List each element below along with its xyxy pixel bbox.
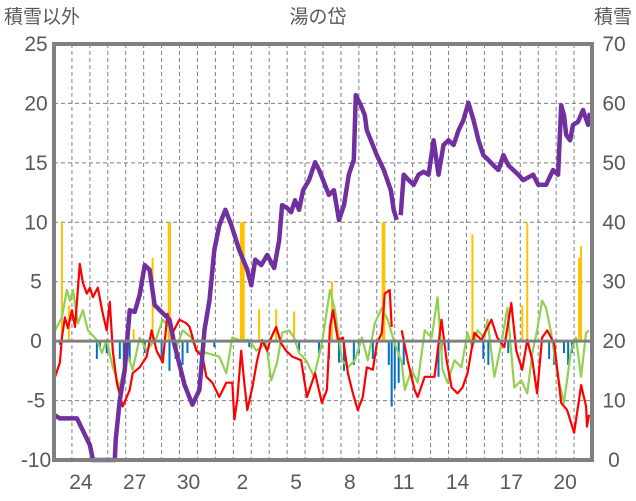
y-left-tick-label: 25 — [24, 33, 47, 56]
x-tick-label: 17 — [500, 471, 523, 494]
orange-bars-bar — [471, 234, 474, 342]
green-series-line — [54, 288, 590, 404]
left-axis-label: 積雪以外 — [4, 6, 80, 28]
orange-bars-bar — [132, 329, 135, 342]
x-tick-label: 24 — [69, 471, 93, 494]
blue-bars-bar — [105, 341, 108, 354]
plot-frame — [52, 42, 594, 462]
orange-bars-bar — [580, 246, 583, 342]
blue-bars-bar — [181, 341, 184, 365]
blue-bars-bar — [342, 341, 345, 371]
orange-bars-bar — [169, 222, 172, 342]
blue-bars-bar — [548, 341, 551, 359]
blue-bars-bar — [122, 341, 125, 365]
blue-bars-bar — [563, 341, 566, 354]
blue-bars-bar — [437, 341, 440, 377]
blue-bars-bar — [390, 341, 393, 407]
orange-bars-bar — [275, 309, 278, 342]
blue-bars-bar — [387, 341, 390, 365]
red-series-line — [54, 262, 591, 434]
bars — [58, 222, 583, 407]
orange-bars-bar — [293, 311, 296, 342]
blue-bars-bar — [128, 341, 131, 363]
orange-bars-bar — [60, 222, 63, 342]
blue-bars-bar — [447, 341, 450, 351]
orange-bars-bar — [521, 305, 524, 342]
x-tick-label: 30 — [177, 471, 200, 494]
y-left-tick-label: 15 — [24, 152, 47, 175]
y-right-tick-label: 10 — [602, 390, 625, 413]
blue-bars-bar — [352, 341, 355, 365]
blue-bars-bar — [318, 341, 321, 354]
orange-bars-bar — [578, 257, 581, 342]
y-right-tick-label: 40 — [602, 211, 625, 234]
blue-bars-bar — [160, 341, 163, 359]
y-right-tick-label: 0 — [608, 449, 620, 472]
orange-bars-bar — [167, 222, 170, 342]
blue-bars-bar — [402, 341, 405, 365]
axes — [52, 42, 594, 462]
orange-bars-bar — [258, 309, 261, 342]
orange-bars-bar — [381, 222, 384, 342]
blue-bars-bar — [507, 341, 510, 354]
blue-bars-bar — [393, 341, 396, 389]
blue-bars-bar — [337, 341, 340, 363]
blue-bars-bar — [168, 341, 171, 371]
y-left-tick-label: -5 — [27, 390, 46, 413]
orange-bars-bar — [242, 222, 245, 342]
blue-bars-bar — [118, 341, 121, 359]
orange-bars-bar — [239, 222, 242, 342]
orange-bars-bar — [383, 222, 386, 342]
blue-bars-bar — [397, 341, 400, 383]
series-lines — [52, 92, 593, 463]
blue-bars-bar — [248, 341, 251, 348]
y-left-tick-label: 0 — [30, 330, 42, 353]
blue-bars-bar — [371, 341, 374, 359]
blue-bars-bar — [58, 341, 61, 345]
blue-bars-bar — [213, 341, 216, 348]
y-right-tick-label: 60 — [602, 92, 625, 115]
x-tick-label: 14 — [446, 471, 470, 494]
blue-bars-bar — [98, 341, 101, 348]
y-right-tick-label: 20 — [602, 330, 625, 353]
blue-bars-bar — [186, 341, 189, 354]
y-right-tick-label: 50 — [602, 152, 625, 175]
blue-bars-bar — [567, 341, 570, 365]
x-tick-label: 27 — [123, 471, 146, 494]
x-tick-label: 11 — [393, 471, 415, 494]
blue-bars-bar — [487, 341, 490, 365]
y-right-tick-label: 70 — [602, 33, 625, 56]
y-left-tick-label: 10 — [24, 211, 47, 234]
snow-depth-line — [52, 92, 593, 463]
blue-bars-bar — [482, 341, 485, 359]
x-tick-label: 2 — [236, 471, 248, 494]
y-left-tick-label: 20 — [24, 92, 47, 115]
x-tick-label: 8 — [344, 471, 356, 494]
blue-bars-bar — [95, 341, 98, 359]
x-tick-label: 20 — [553, 471, 576, 494]
blue-bars-bar — [298, 341, 301, 351]
x-tick-label: 5 — [290, 471, 302, 494]
y-left-tick-label: -10 — [21, 449, 51, 472]
orange-bars-bar — [241, 222, 244, 342]
y-right-tick-label: 30 — [602, 271, 625, 294]
orange-bars-bar — [526, 222, 529, 342]
chart-title: 湯の岱 — [289, 6, 346, 28]
y-left-tick-label: 5 — [30, 271, 42, 294]
right-axis-label: 積雪 — [594, 6, 632, 28]
